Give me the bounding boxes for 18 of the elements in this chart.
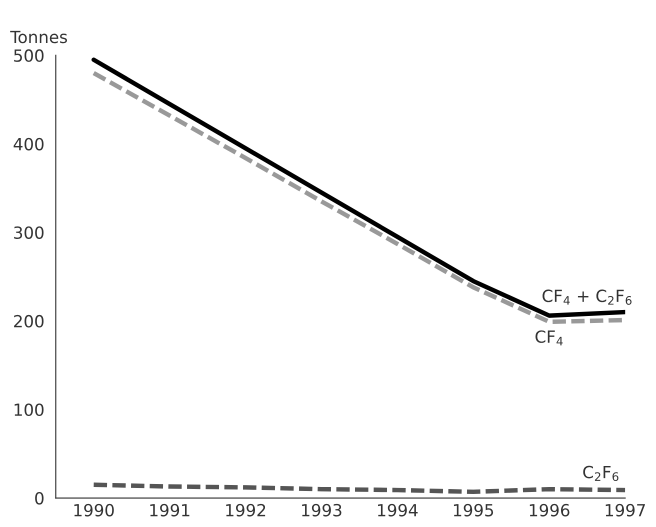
x-tick-label: 1996 (530, 504, 570, 516)
x-tick-label: 1994 (378, 504, 418, 516)
y-tick-label: 500 (14, 49, 44, 62)
x-tick-label: 1991 (150, 504, 190, 516)
x-tick-label: 1995 (454, 504, 494, 516)
y-axis-title: Tonnes (10, 30, 67, 44)
series-label: CF$_{4}$ (536, 330, 563, 346)
x-tick-label: 1990 (74, 504, 114, 516)
y-tick-label: 100 (14, 403, 44, 416)
series-label: CF$_{4}$ + C$_{2}$F$_{6}$ (542, 290, 632, 305)
y-tick-label: 300 (14, 226, 44, 239)
series-label: C$_{2}$F$_{6}$ (583, 466, 618, 482)
x-tick-label: 1992 (226, 504, 266, 516)
x-tick-label: 1993 (302, 504, 342, 516)
y-tick-label: 0 (35, 492, 44, 505)
x-tick-label: 1997 (606, 504, 645, 516)
y-tick-label: 200 (14, 314, 44, 328)
y-tick-label: 400 (14, 138, 44, 150)
